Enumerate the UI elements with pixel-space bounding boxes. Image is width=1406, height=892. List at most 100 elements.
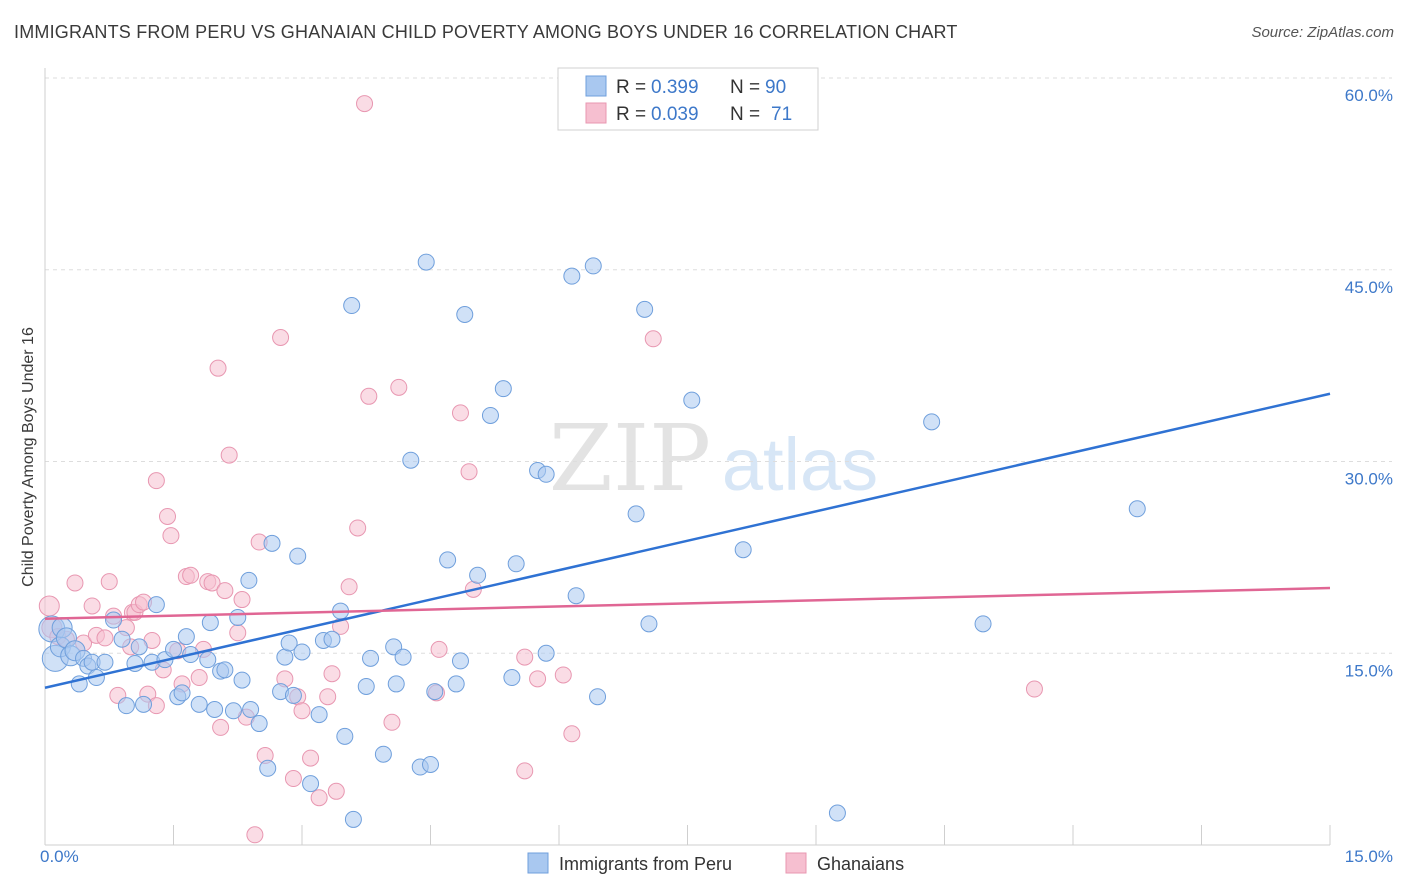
bottom-legend-label-peru: Immigrants from Peru — [559, 854, 732, 874]
ghanaians-point-35 — [216, 582, 234, 600]
x-tick-label-max: 15.0% — [1345, 847, 1393, 866]
ghanaians-point-43 — [272, 329, 290, 347]
peru-point-89 — [974, 615, 992, 633]
y-tick-label-2: 45.0% — [1345, 278, 1393, 297]
legend-n-value-2: 71 — [771, 104, 792, 125]
y-tick-labels: 15.0% 30.0% 45.0% 60.0% — [1345, 86, 1393, 680]
peru-point-56 — [362, 649, 380, 667]
ghanaians-point-54 — [340, 578, 358, 596]
ghanaians-point-29 — [190, 669, 208, 687]
y-tick-label-3: 60.0% — [1345, 86, 1393, 105]
peru-point-46 — [293, 643, 311, 661]
peru-point-38 — [250, 715, 268, 733]
y-axis-label: Child Poverty Among Boys Under 16 — [20, 327, 37, 587]
peru-point-22 — [165, 640, 182, 658]
chart-title: IMMIGRANTS FROM PERU VS GHANAIAN CHILD P… — [14, 22, 958, 42]
ghanaians-point-67 — [516, 762, 534, 780]
ghanaians-points — [38, 95, 1043, 844]
peru-point-59 — [387, 675, 405, 693]
peru-point-36 — [240, 571, 258, 589]
peru-point-87 — [828, 804, 846, 822]
trend-line-peru — [44, 392, 1331, 689]
ghanaians-point-32 — [203, 574, 221, 592]
ghanaians-point-61 — [430, 640, 448, 658]
bottom-legend-swatch-peru — [527, 852, 549, 874]
peru-point-14 — [113, 630, 131, 648]
peru-point-77 — [537, 644, 555, 662]
ghanaians-point-36 — [220, 446, 238, 464]
peru-point-43 — [280, 634, 298, 652]
legend-n-label-1: N = — [730, 77, 760, 98]
peru-point-73 — [503, 669, 521, 687]
peru-point-85 — [683, 391, 701, 409]
peru-point-48 — [310, 706, 328, 724]
peru-point-64 — [422, 755, 439, 773]
ghanaians-point-40 — [246, 826, 264, 844]
peru-point-27 — [190, 695, 208, 713]
legend-swatch-ghanaians — [585, 102, 607, 124]
ghanaians-point-70 — [644, 330, 662, 348]
legend-r-value-2: 0.039 — [651, 104, 699, 125]
peru-point-66 — [439, 551, 457, 569]
ghanaians-point-24 — [162, 527, 180, 545]
legend-n-value-1: 90 — [765, 77, 786, 98]
peru-point-57 — [374, 745, 392, 763]
peru-point-24 — [173, 684, 191, 702]
peru-point-60 — [394, 648, 412, 666]
legend-n-label-2: N = — [730, 104, 760, 125]
peru-point-74 — [507, 555, 525, 573]
peru-point-40 — [263, 534, 281, 552]
peru-point-13 — [105, 611, 123, 629]
peru-point-17 — [130, 638, 148, 656]
trend-lines — [44, 392, 1331, 689]
peru-point-29 — [201, 614, 219, 632]
peru-point-37 — [242, 700, 260, 718]
legend-r-label-2: R = — [616, 104, 646, 125]
ghanaians-point-55 — [349, 519, 367, 537]
peru-point-52 — [336, 727, 354, 745]
watermark-atlas: atlas — [722, 423, 878, 506]
ghanaians-point-57 — [360, 387, 378, 405]
y-tick-label-1: 30.0% — [1345, 470, 1393, 489]
ghanaians-point-68 — [554, 666, 572, 684]
peru-point-71 — [481, 406, 499, 424]
peru-point-50 — [323, 630, 341, 648]
peru-point-35 — [233, 671, 251, 689]
peru-point-54 — [344, 810, 362, 828]
peru-point-69 — [456, 305, 474, 323]
legend-r-value-1: 0.399 — [651, 77, 699, 98]
peru-point-30 — [206, 700, 224, 718]
ghanaians-point-21 — [147, 472, 165, 490]
x-tick-label-min: 0.0% — [40, 847, 79, 866]
ghanaians-point-34 — [212, 718, 230, 736]
ghanaians-point-38 — [233, 591, 251, 609]
peru-point-47 — [302, 775, 320, 793]
ghanaians-point-9 — [100, 573, 118, 591]
peru-point-15 — [117, 697, 135, 715]
ghanaians-point-65 — [516, 648, 534, 666]
peru-point-79 — [567, 587, 585, 605]
ghanaians-point-49 — [310, 789, 328, 807]
ghanaians-point-66 — [529, 670, 547, 688]
legend-swatch-peru — [585, 75, 607, 97]
peru-point-70 — [469, 566, 487, 584]
peru-point-78 — [563, 267, 581, 285]
ghanaians-point-48 — [302, 749, 320, 767]
ghanaians-point-69 — [563, 725, 581, 743]
bottom-legend-label-ghanaians: Ghanaians — [817, 854, 904, 874]
peru-point-84 — [640, 615, 658, 633]
series-legend: Immigrants from Peru Ghanaians — [527, 852, 904, 874]
peru-point-80 — [584, 257, 602, 275]
ghanaians-point-52 — [327, 782, 345, 800]
y-tick-label-0: 15.0% — [1345, 661, 1393, 680]
ghanaians-point-63 — [460, 463, 478, 481]
legend-r-label-1: R = — [616, 77, 646, 98]
peru-point-81 — [589, 688, 607, 706]
peru-point-68 — [451, 652, 469, 670]
ghanaians-point-4 — [66, 574, 84, 592]
ghanaians-point-47 — [293, 702, 311, 720]
axes — [44, 68, 1331, 846]
peru-point-18 — [135, 695, 153, 713]
ghanaians-point-56 — [356, 95, 374, 113]
peru-point-61 — [402, 451, 420, 469]
